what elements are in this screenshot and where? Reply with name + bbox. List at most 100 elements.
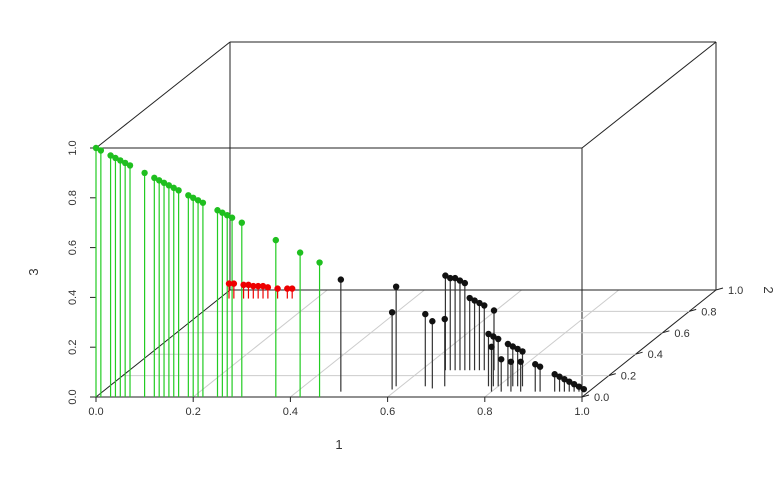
grid-line (484, 289, 620, 398)
x-tick-label: 0.8 (477, 406, 492, 418)
data-point (199, 199, 207, 206)
data-point (97, 147, 105, 154)
data-point (155, 177, 163, 184)
data-point (117, 157, 124, 164)
grid-line (290, 289, 425, 398)
x-tick-label: 0.6 (380, 406, 395, 418)
box-edge (95, 41, 231, 149)
data-point (485, 330, 492, 338)
data-point (561, 376, 568, 383)
data-point (264, 284, 272, 291)
x-axis-ticks: 0.0 0.2 0.4 0.6 0.8 1.0 (88, 397, 590, 418)
data-point (112, 154, 119, 162)
data-point (175, 187, 182, 194)
data-point (141, 169, 148, 177)
data-point (447, 274, 454, 282)
z-tick-label: 1.0 (67, 140, 79, 155)
y-tick (581, 394, 590, 398)
y-tick-label: 0.2 (621, 371, 636, 383)
data-point (471, 297, 478, 304)
y-tick-label: 0.4 (648, 349, 663, 361)
data-point (214, 207, 221, 214)
y-tick-label: 1.0 (728, 285, 743, 297)
data-point (490, 307, 498, 314)
y-tick (689, 308, 697, 312)
data-point (456, 277, 464, 284)
data-point (219, 209, 226, 216)
data-point (392, 283, 400, 290)
data-point (519, 348, 526, 355)
data-point (575, 383, 583, 390)
data-point (224, 212, 231, 219)
floor-outline (95, 289, 716, 398)
data-point (170, 184, 177, 192)
data-point (126, 162, 134, 169)
data-point (429, 318, 436, 325)
data-point (507, 358, 515, 365)
data-point (490, 333, 497, 340)
data-point (580, 385, 588, 393)
data-point (442, 272, 449, 279)
data-point (481, 302, 488, 309)
x-tick-label: 1.0 (574, 406, 589, 418)
data-point (228, 214, 236, 221)
data-point (536, 363, 544, 370)
data-point (517, 358, 524, 365)
data-point (194, 197, 202, 204)
data-point (160, 179, 168, 187)
data-point (121, 159, 129, 167)
y-tick-label: 0.0 (594, 392, 609, 404)
x-tick-label: 0.2 (186, 406, 201, 418)
data-point (254, 282, 262, 290)
floor-left-edge (95, 289, 231, 398)
data-point (551, 371, 558, 378)
z-axis-ticks: 0.0 0.2 0.4 0.6 0.8 1.0 (67, 140, 96, 405)
x-tick-label: 0.0 (88, 406, 103, 418)
data-point (259, 282, 267, 290)
data-point (225, 280, 233, 287)
y-tick (635, 351, 643, 355)
data-point (422, 310, 429, 318)
y-tick-label: 0.8 (701, 306, 716, 318)
data-point (92, 144, 100, 152)
data-point (570, 380, 578, 388)
box-edge (581, 41, 717, 149)
data-point (337, 276, 345, 283)
bounding-box (95, 41, 717, 398)
y-tick (715, 287, 724, 291)
data-point (532, 361, 539, 368)
data-point (566, 378, 573, 385)
data-point (165, 182, 173, 189)
data-point (556, 373, 563, 380)
data-point (461, 279, 469, 287)
z-tick-label: 0.6 (67, 240, 79, 255)
data-point (151, 174, 158, 182)
x-tick-label: 0.4 (283, 406, 298, 418)
z-axis-title: 3 (26, 268, 41, 275)
data-point (388, 309, 396, 316)
data-point (296, 249, 304, 256)
data-point (245, 281, 252, 289)
data-point (284, 285, 291, 292)
data-point (488, 343, 495, 351)
y-tick (608, 373, 616, 377)
y-axis-ticks: 0.0 0.2 0.4 0.6 0.8 1.0 (581, 285, 743, 404)
box-edge (581, 289, 717, 398)
data-point (509, 343, 516, 350)
z-tick-label: 0.8 (67, 190, 79, 205)
z-tick-label: 0.2 (67, 340, 79, 355)
data-point (466, 294, 473, 302)
x-axis-title: 1 (335, 437, 342, 452)
points (92, 144, 588, 393)
data-point (316, 259, 323, 266)
data-point (451, 274, 459, 282)
z-tick-label: 0.0 (67, 389, 79, 404)
data-point (250, 282, 257, 290)
y-tick-label: 0.6 (674, 328, 689, 340)
data-point (514, 345, 521, 353)
data-point (441, 315, 448, 323)
data-point (495, 335, 502, 343)
data-point (240, 281, 247, 289)
